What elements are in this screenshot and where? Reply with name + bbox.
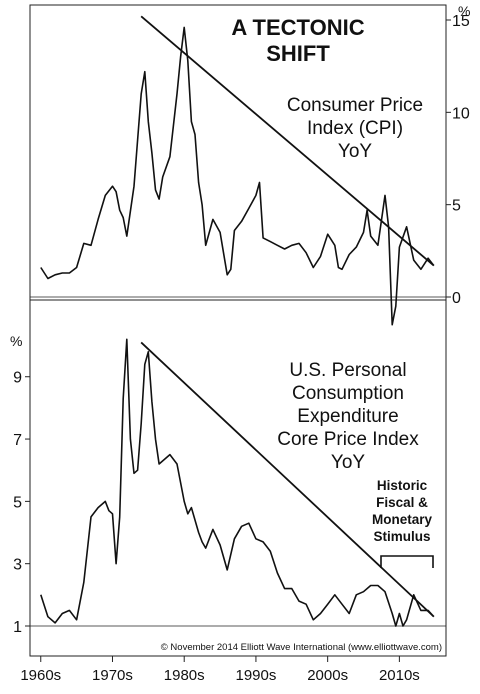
pce-ytick-label: 3 <box>13 557 22 574</box>
cpi-unit-label: % <box>458 3 470 19</box>
pce-ytick-label: 5 <box>13 494 22 511</box>
pce-ytick-label: 7 <box>13 432 22 449</box>
x-tick-label: 1970s <box>92 667 133 684</box>
cpi-series-label: Consumer Price Index (CPI) YoY <box>287 95 423 162</box>
plot-frame <box>29 4 447 657</box>
x-tick-label: 1990s <box>235 667 276 684</box>
pce-series-line <box>40 338 435 627</box>
chart-title: A TECTONIC SHIFT <box>231 15 364 66</box>
pce-trendline <box>140 341 435 618</box>
pce-ytick-label: 1 <box>13 619 22 636</box>
pce-series-label: U.S. Personal Consumption Expenditure Core … <box>277 360 419 473</box>
cpi-ytick-label: 15 <box>452 13 470 30</box>
x-tick-label: 2000s <box>307 667 348 684</box>
pce-unit-label: % <box>10 333 22 349</box>
cpi-ytick-label: 5 <box>452 198 461 215</box>
stimulus-bracket <box>380 555 434 568</box>
cpi-ytick-label: 0 <box>452 290 461 307</box>
x-tick-label: 2010s <box>379 667 420 684</box>
stimulus-annotation: Historic Fiscal & Monetary Stimulus <box>372 478 433 544</box>
pce-ytick-label: 9 <box>13 370 22 387</box>
cpi-ytick-label: 10 <box>452 105 470 122</box>
copyright-note: © November 2014 Elliott Wave Internation… <box>161 642 442 653</box>
x-tick-label: 1960s <box>20 667 61 684</box>
cpi-series-line <box>40 26 435 326</box>
cpi-trendline <box>140 15 435 267</box>
x-tick-label: 1980s <box>164 667 205 684</box>
